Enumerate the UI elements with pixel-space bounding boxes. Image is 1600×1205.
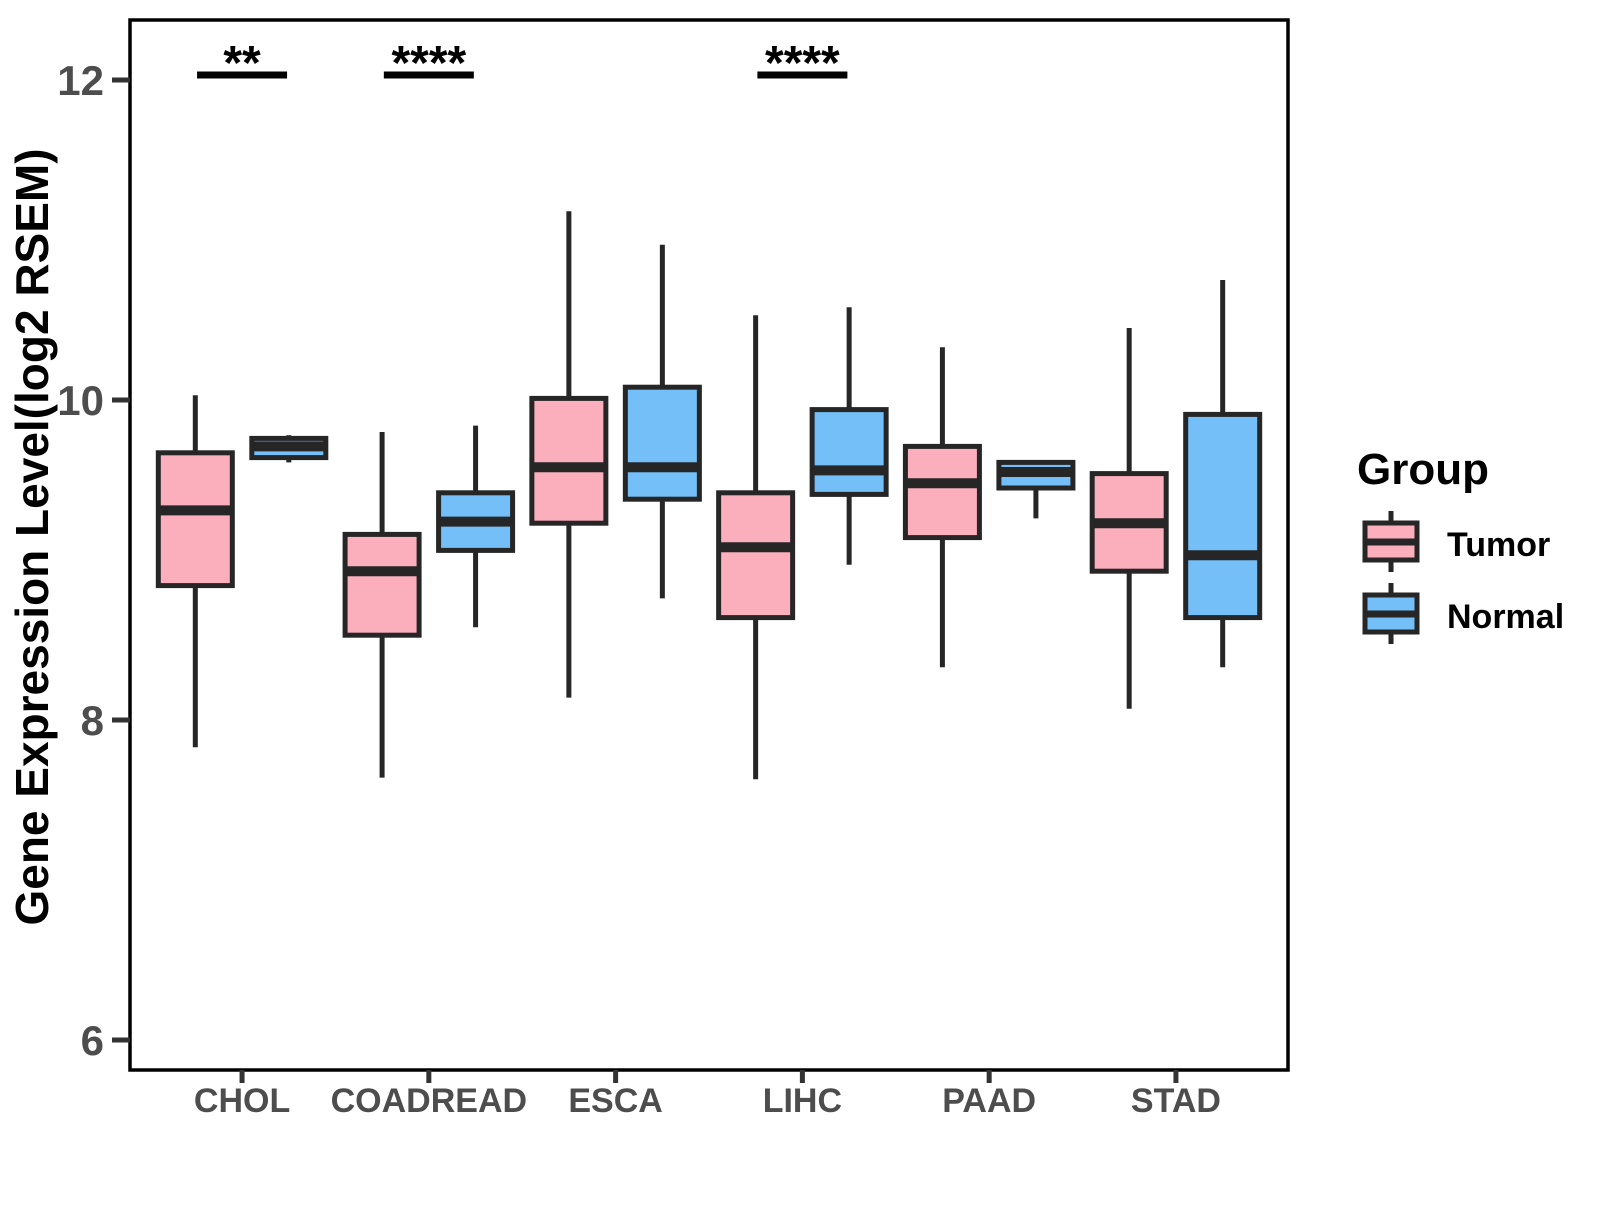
x-tick-label-LIHC: LIHC [763, 1082, 842, 1120]
legend-label-normal: Normal [1447, 598, 1564, 636]
y-axis-ticks: 12 10 8 6 [57, 57, 130, 1064]
sig-stars-LIHC: **** [765, 37, 840, 90]
box-Tumor-COADREAD [342, 531, 422, 638]
legend-key-tumor: Tumor [1362, 511, 1550, 572]
x-axis-ticks: CHOL COADREAD ESCA LIHC PAAD STAD [194, 1070, 1221, 1120]
boxplot-boxes [155, 211, 1263, 780]
y-tick-label-12: 12 [57, 57, 104, 104]
x-tick-label-COADREAD: COADREAD [331, 1082, 527, 1120]
y-axis-title: Gene Expression Level(log2 RSEM) [6, 148, 58, 925]
box-Tumor-PAAD [902, 443, 982, 541]
plot-border [128, 18, 1290, 1072]
x-tick-label-PAAD: PAAD [942, 1082, 1036, 1120]
y-tick-label-10: 10 [57, 377, 104, 424]
box-Tumor-CHOL [155, 450, 235, 589]
y-tick-label-8: 8 [81, 697, 104, 744]
x-tick-label-STAD: STAD [1131, 1082, 1221, 1120]
box-Normal-STAD [1183, 411, 1263, 621]
box-Tumor-ESCA [529, 395, 609, 526]
sig-stars-CHOL: ** [223, 37, 261, 90]
legend-title: Group [1357, 445, 1489, 494]
legend-key-normal: Normal [1362, 583, 1564, 644]
x-tick-label-CHOL: CHOL [194, 1082, 290, 1120]
box-Tumor-LIHC [716, 490, 796, 621]
x-tick-label-ESCA: ESCA [568, 1082, 662, 1120]
sig-stars-COADREAD: **** [391, 37, 466, 90]
significance-markers: ** **** **** [197, 37, 848, 90]
box-Normal-ESCA [622, 384, 702, 502]
legend-label-tumor: Tumor [1447, 526, 1550, 564]
box-Normal-LIHC [809, 407, 889, 497]
legend: Group Tumor Normal [1357, 445, 1564, 644]
y-tick-label-6: 6 [81, 1017, 104, 1064]
